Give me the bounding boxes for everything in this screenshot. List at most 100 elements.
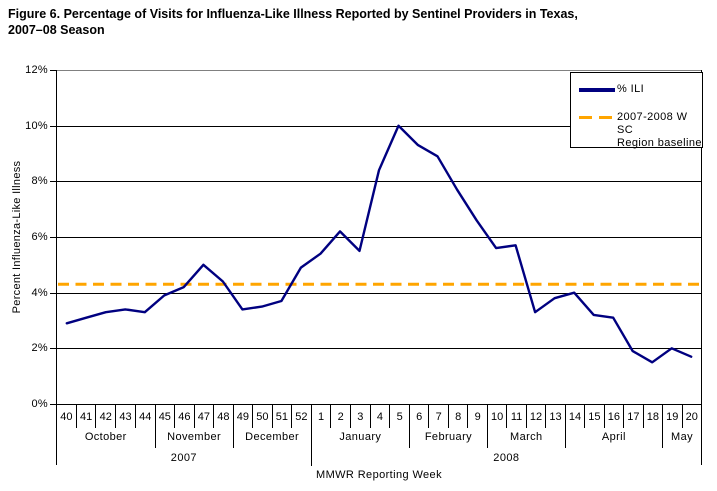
gridline-4pct xyxy=(57,292,701,294)
y-tick-mark xyxy=(50,348,57,350)
series-plot xyxy=(58,124,701,364)
legend-entry-ili: % ILI xyxy=(579,83,702,96)
week-label-8: 8 xyxy=(447,405,467,428)
month-label-april: April xyxy=(601,431,626,443)
gridline-8pct xyxy=(57,181,701,183)
month-group-november: 45 46 47 48 November xyxy=(154,405,233,448)
week-label-48: 48 xyxy=(213,405,233,428)
week-label-16: 16 xyxy=(603,405,623,428)
plot-area xyxy=(57,70,701,404)
y-tick-mark xyxy=(50,70,57,71)
ili-line xyxy=(65,124,693,364)
week-label-3: 3 xyxy=(350,405,370,428)
y-tick-mark xyxy=(50,404,57,405)
figure-title-line1: Figure 6. Percentage of Visits for Influ… xyxy=(8,7,578,21)
year-group-2007: 40 41 42 43 44 October 45 46 47 48 November 49 50 51 5… xyxy=(57,405,311,466)
x-axis-table: 40 41 42 43 44 October 45 46 47 48 November 49 50 51 5… xyxy=(56,404,702,466)
week-label-6: 6 xyxy=(416,411,423,423)
y-tick-label-10: 10% xyxy=(25,119,48,132)
week-label-5: 5 xyxy=(389,405,409,428)
week-row: 10 11 12 13 xyxy=(488,405,565,428)
gridline-2pct xyxy=(57,348,701,350)
week-label-14: 14 xyxy=(568,411,582,423)
week-label-47: 47 xyxy=(193,405,214,428)
month-label-march: March xyxy=(510,431,543,443)
week-label-18: 18 xyxy=(642,405,662,428)
week-label-2: 2 xyxy=(330,405,350,428)
figure-title: Figure 6. Percentage of Visits for Influ… xyxy=(8,6,713,38)
year-group-2008: 1 2 3 4 5 January 6 7 8 9 February 10 11 12 13 March 14 1… xyxy=(310,405,701,466)
week-row: 49 50 51 52 xyxy=(234,405,311,428)
week-label-52: 52 xyxy=(291,405,311,428)
week-label-45: 45 xyxy=(158,411,171,423)
legend-baseline-label-line1: 2007-2008 W SC xyxy=(617,111,688,136)
week-label-44: 44 xyxy=(134,405,155,428)
month-group-march: 10 11 12 13 March xyxy=(486,405,565,448)
year-label-2007: 2007 xyxy=(170,452,197,464)
y-tick-label-2: 2% xyxy=(31,342,48,355)
y-tick-mark xyxy=(50,292,57,294)
week-label-43: 43 xyxy=(115,405,135,428)
baseline-dash-swatch xyxy=(579,116,615,119)
week-label-4: 4 xyxy=(369,405,390,428)
y-tick-mark xyxy=(50,125,57,127)
month-label-october: October xyxy=(84,431,127,443)
x-axis-title: MMWR Reporting Week xyxy=(316,469,442,481)
week-label-46: 46 xyxy=(174,405,194,428)
month-group-april: 14 15 16 17 18 April xyxy=(564,405,662,448)
month-label-november: November xyxy=(167,431,222,443)
gridline-6pct xyxy=(57,237,701,238)
week-label-15: 15 xyxy=(584,405,603,428)
week-label-10: 10 xyxy=(490,411,504,423)
legend-ili-label: % ILI xyxy=(617,83,645,95)
x-axis-year-row: 40 41 42 43 44 October 45 46 47 48 November 49 50 51 5… xyxy=(57,405,701,466)
gridline-10pct xyxy=(57,125,701,127)
legend: % ILI 2007-2008 W SC Region baseline xyxy=(570,72,703,150)
week-label-9: 9 xyxy=(467,405,486,428)
month-group-may: 19 20 May xyxy=(662,405,701,448)
figure-title-line2: 2007–08 Season xyxy=(8,23,105,37)
legend-baseline-label: 2007-2008 W SC Region baseline xyxy=(617,111,702,150)
year-label-2008: 2008 xyxy=(493,452,520,464)
y-tick-label-0: 0% xyxy=(31,398,48,410)
month-group-december: 49 50 51 52 December xyxy=(232,405,311,448)
month-group-october: 40 41 42 43 44 October xyxy=(57,405,155,448)
y-tick-label-4: 4% xyxy=(31,286,48,299)
week-label-41: 41 xyxy=(75,405,96,428)
y-tick-mark xyxy=(50,237,57,238)
month-group-february: 6 7 8 9 February xyxy=(409,405,487,448)
month-label-december: December xyxy=(245,431,300,443)
week-label-12: 12 xyxy=(525,405,545,428)
y-tick-mark xyxy=(50,181,57,183)
week-label-7: 7 xyxy=(428,405,447,428)
month-group-january: 1 2 3 4 5 January xyxy=(312,405,409,448)
week-label-51: 51 xyxy=(271,405,292,428)
month-row: 1 2 3 4 5 January 6 7 8 9 February 10 11 12 13 March 14 1… xyxy=(312,405,701,448)
week-label-11: 11 xyxy=(506,405,525,428)
week-label-17: 17 xyxy=(623,405,642,428)
ili-line-swatch xyxy=(579,87,615,92)
week-label-40: 40 xyxy=(60,411,73,423)
week-row: 40 41 42 43 44 xyxy=(57,405,155,428)
week-row: 14 15 16 17 18 xyxy=(566,405,662,428)
y-tick-label-12: 12% xyxy=(25,64,48,76)
month-row: 40 41 42 43 44 October 45 46 47 48 November 49 50 51 5… xyxy=(57,405,311,448)
week-label-1: 1 xyxy=(317,411,325,423)
legend-entry-baseline: 2007-2008 W SC Region baseline xyxy=(579,111,702,150)
legend-baseline-label-line2: Region baseline xyxy=(617,137,702,149)
week-label-19: 19 xyxy=(666,411,679,423)
week-label-13: 13 xyxy=(545,405,564,428)
week-row: 19 20 xyxy=(663,405,701,428)
month-label-february: February xyxy=(424,431,473,443)
week-label-49: 49 xyxy=(236,411,249,423)
y-tick-label-8: 8% xyxy=(31,175,48,188)
week-row: 45 46 47 48 xyxy=(156,405,233,428)
month-label-january: January xyxy=(339,431,382,443)
y-tick-label-6: 6% xyxy=(31,231,48,243)
week-label-42: 42 xyxy=(95,405,115,428)
month-label-may: May xyxy=(671,431,693,443)
plot-top-border xyxy=(57,70,701,71)
